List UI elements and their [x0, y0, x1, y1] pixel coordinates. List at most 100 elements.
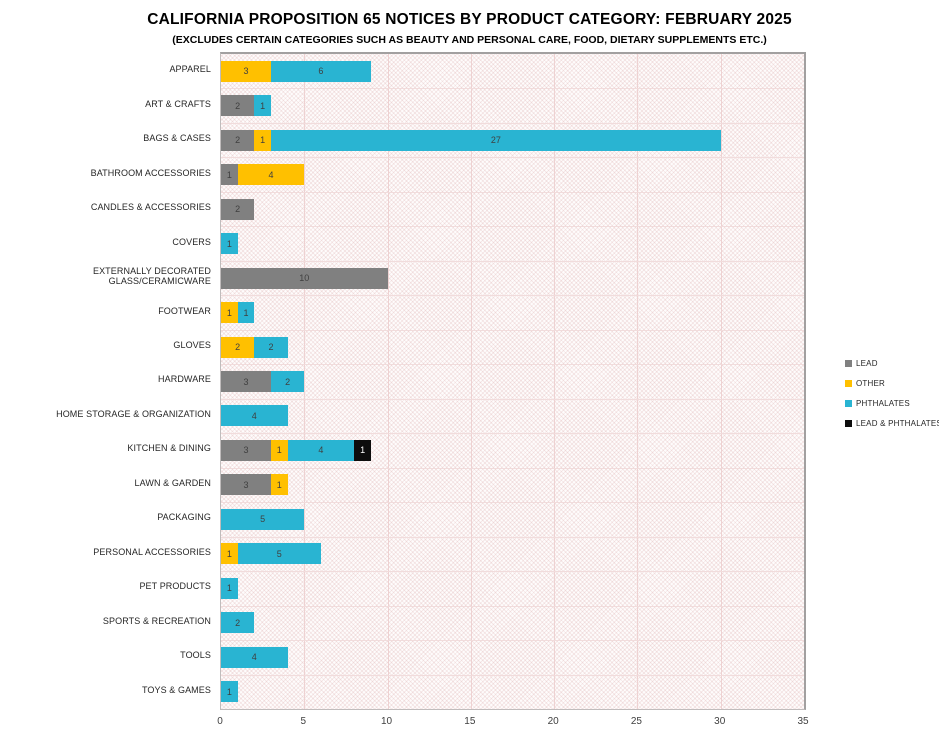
- gridline-horizontal: [221, 433, 804, 434]
- category-label: EXTERNALLY DECORATED GLASS/CERAMICWARE: [92, 266, 211, 287]
- gridline-horizontal: [221, 123, 804, 124]
- category-label: TOYS & GAMES: [141, 684, 211, 695]
- x-tick-label: 20: [547, 716, 559, 727]
- x-tick-label: 25: [630, 716, 642, 727]
- bar-segment: 2: [221, 612, 255, 634]
- gridline-horizontal: [221, 468, 804, 469]
- category-label: TOOLS: [180, 650, 211, 661]
- legend-label: OTHER: [856, 378, 885, 388]
- bar-segment: 4: [221, 646, 288, 668]
- gridline-vertical: [470, 54, 472, 709]
- bar-segment: 2: [270, 371, 305, 392]
- x-tick-label: 15: [464, 716, 476, 727]
- bar-row: 1: [221, 577, 804, 599]
- bar-segment: 3: [221, 371, 271, 392]
- gridline-horizontal: [221, 640, 804, 641]
- bar-row: 4: [221, 646, 804, 668]
- bar-segment: 5: [221, 508, 305, 530]
- category-label: BAGS & CASES: [143, 133, 211, 144]
- bar-segment: 2: [221, 198, 255, 220]
- gridline-horizontal: [221, 88, 804, 89]
- gridline-vertical: [387, 54, 389, 709]
- bar-row: 5: [221, 508, 804, 530]
- gridline-horizontal: [221, 399, 804, 400]
- bar-segment: 2: [221, 129, 255, 151]
- y-axis-labels: APPAREL ART & CRAFTS BAGS & CASES BATHROOM …: [0, 52, 211, 710]
- bar-segment-label: 1: [260, 100, 266, 111]
- bar-segment-label: 3: [243, 445, 249, 456]
- gridline-horizontal: [221, 675, 804, 676]
- bar-segment: 1: [221, 543, 238, 565]
- chart-title: CALIFORNIA PROPOSITION 65 NOTICES BY PRO…: [147, 11, 792, 28]
- bar-segment-label: 2: [235, 342, 241, 353]
- gridline-horizontal: [221, 364, 804, 365]
- legend-item: PHTHALATES: [845, 393, 939, 413]
- bar-segment-label: 1: [276, 445, 282, 456]
- bar-segment-label: 4: [251, 652, 257, 663]
- bar-segment: 2: [221, 336, 255, 358]
- bar-segment-label: 1: [226, 169, 232, 180]
- gridline-vertical: [304, 54, 306, 709]
- gridline-vertical: [554, 54, 556, 709]
- gridline-horizontal: [221, 157, 804, 158]
- bar-row: 2: [221, 612, 804, 634]
- bar-segment-label: 1: [226, 583, 232, 594]
- legend-label: LEAD & PHTHALATES: [856, 418, 939, 428]
- x-tick-label: 5: [300, 716, 307, 727]
- bar-segment-label: 2: [285, 376, 291, 387]
- bar-segment-label: 1: [243, 307, 249, 318]
- gridline-horizontal: [221, 295, 804, 296]
- bar-segment-label: 3: [243, 479, 249, 490]
- bar-segment: 3: [221, 60, 271, 82]
- category-label: LAWN & GARDEN: [134, 477, 211, 488]
- bar-segment: 1: [221, 681, 238, 703]
- legend-label: PHTHALATES: [856, 398, 910, 408]
- chart-subtitle: (EXCLUDES CERTAIN CATEGORIES SUCH AS BEA…: [172, 34, 767, 46]
- bar-segment-label: 2: [268, 342, 274, 353]
- bar-segment: 1: [254, 129, 271, 151]
- bar-segment: 5: [237, 543, 321, 565]
- category-label: APPAREL: [169, 64, 211, 75]
- bar-segment-label: 4: [268, 169, 274, 180]
- x-tick-label: 35: [797, 716, 809, 727]
- bar-segment: 1: [270, 474, 288, 496]
- gridline-horizontal: [221, 606, 804, 607]
- bar-segment: 1: [221, 233, 238, 255]
- gridline-horizontal: [221, 571, 804, 572]
- bar-segment-label: 4: [318, 445, 324, 456]
- bar-segment-label: 6: [318, 66, 324, 77]
- bar-segment: 3: [221, 439, 271, 461]
- category-label: BATHROOM ACCESSORIES: [90, 167, 211, 178]
- legend-label: LEAD: [856, 358, 878, 368]
- bar-segment: 2: [254, 336, 288, 358]
- bar-segment: 10: [221, 267, 388, 289]
- bar-segment: 3: [221, 474, 271, 496]
- gridline-vertical: [637, 54, 639, 709]
- bar-segment-label: 1: [276, 479, 282, 490]
- bar-row: 1: [221, 233, 804, 255]
- gridline-horizontal: [221, 192, 804, 193]
- bar-segment-label: 2: [235, 617, 241, 628]
- bar-segment: 2: [221, 95, 255, 117]
- gridline-horizontal: [221, 261, 804, 262]
- category-label: SPORTS & RECREATION: [102, 615, 211, 626]
- bar-segment: 1: [354, 439, 371, 461]
- bar-segment-label: 1: [260, 135, 266, 146]
- bar-segment-label: 1: [226, 307, 232, 318]
- bar-row: 10: [221, 267, 804, 289]
- x-tick-label: 0: [217, 716, 223, 727]
- category-label: ART & CRAFTS: [145, 98, 211, 109]
- bar-segment-label: 2: [235, 100, 241, 111]
- category-label: PET PRODUCTS: [139, 581, 211, 592]
- plot-area: 3 6 2 1 2 1 27 1 4 2 1 10 1 1 2 2 3 2 4 3 1 4 1 3 1 5 1 5 1 2 4 1: [220, 52, 806, 710]
- bar-segment-label: 1: [360, 445, 366, 456]
- bar-segment-label: 1: [226, 548, 232, 559]
- legend: LEAD OTHER PHTHALATES LEAD & PHTHALATES: [845, 353, 939, 433]
- legend-item: LEAD: [845, 353, 939, 373]
